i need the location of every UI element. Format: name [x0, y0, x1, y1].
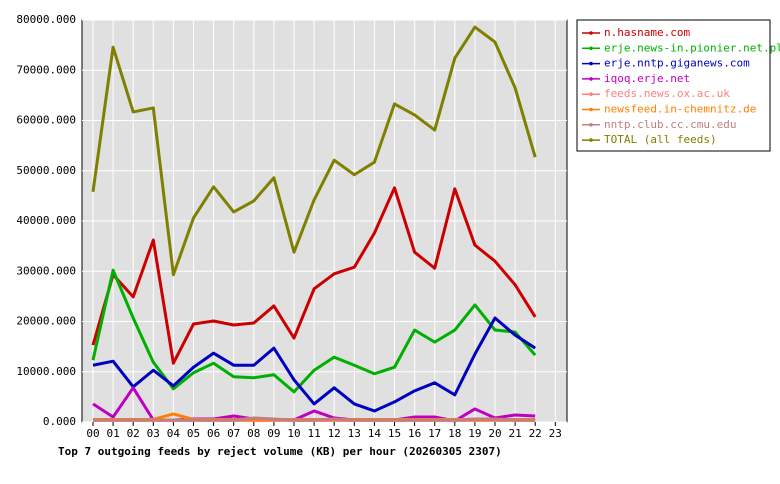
x-tick-label: 07 [227, 427, 240, 440]
legend-marker [589, 138, 593, 142]
x-tick-label: 17 [428, 427, 441, 440]
y-tick-label: 80000.000 [16, 13, 76, 26]
x-tick-label: 14 [368, 427, 382, 440]
legend-marker [589, 123, 593, 127]
x-tick-label: 21 [508, 427, 521, 440]
legend-box [576, 19, 771, 152]
legend-marker [589, 107, 593, 112]
y-tick-label: 0.000 [43, 415, 76, 428]
legend-label: TOTAL (all feeds) [604, 133, 717, 146]
legend-marker [589, 92, 593, 96]
y-tick-label: 70000.000 [16, 63, 76, 76]
chart-title: Top 7 outgoing feeds by reject volume (K… [58, 445, 502, 458]
legend-marker [589, 77, 593, 81]
x-tick-label: 02 [127, 427, 140, 440]
legend-label: n.hasname.com [604, 26, 690, 39]
y-tick-label: 40000.000 [16, 214, 76, 227]
y-tick-label: 20000.000 [16, 315, 76, 328]
legend-marker [589, 31, 593, 35]
x-tick-label: 19 [468, 427, 481, 440]
series-line [92, 316, 537, 413]
x-tick-label: 05 [187, 427, 200, 440]
x-tick-label: 15 [388, 427, 401, 440]
x-tick-label: 20 [488, 427, 501, 440]
x-tick-label: 01 [106, 427, 119, 440]
y-tick-label: 10000.000 [16, 365, 76, 378]
x-tick-label: 09 [267, 427, 280, 440]
series-line [93, 416, 536, 422]
legend-marker [589, 61, 593, 66]
legend-label: erje.news-in.pionier.net.pl [604, 41, 780, 54]
x-tick-label: 10 [287, 427, 300, 440]
x-tick-label: 13 [348, 427, 361, 440]
legend-label: nntp.club.cc.cmu.edu [604, 118, 736, 131]
x-tick-label: 16 [408, 427, 421, 440]
x-tick-label: 23 [549, 427, 562, 440]
legend-label: iqoq.erje.net [604, 72, 690, 85]
x-tick-label: 12 [328, 427, 341, 440]
legend-marker [589, 46, 593, 51]
y-tick-label: 60000.000 [16, 114, 76, 127]
series-line [91, 25, 537, 277]
x-tick-label: 03 [147, 427, 160, 440]
y-tick-label: 50000.000 [16, 164, 76, 177]
x-tick-label: 00 [86, 427, 99, 440]
x-tick-label: 08 [247, 427, 260, 440]
y-tick-label: 30000.000 [16, 264, 76, 277]
x-tick-label: 11 [307, 427, 320, 440]
x-tick-label: 04 [167, 427, 181, 440]
series-line [91, 186, 537, 365]
x-tick-label: 22 [529, 427, 542, 440]
legend-label: feeds.news.ox.ac.uk [604, 87, 730, 100]
legend-label: newsfeed.in-chemnitz.de [604, 103, 756, 116]
x-tick-label: 18 [448, 427, 461, 440]
legend-label: erje.nntp.giganews.com [604, 57, 750, 70]
x-tick-label: 06 [207, 427, 220, 440]
